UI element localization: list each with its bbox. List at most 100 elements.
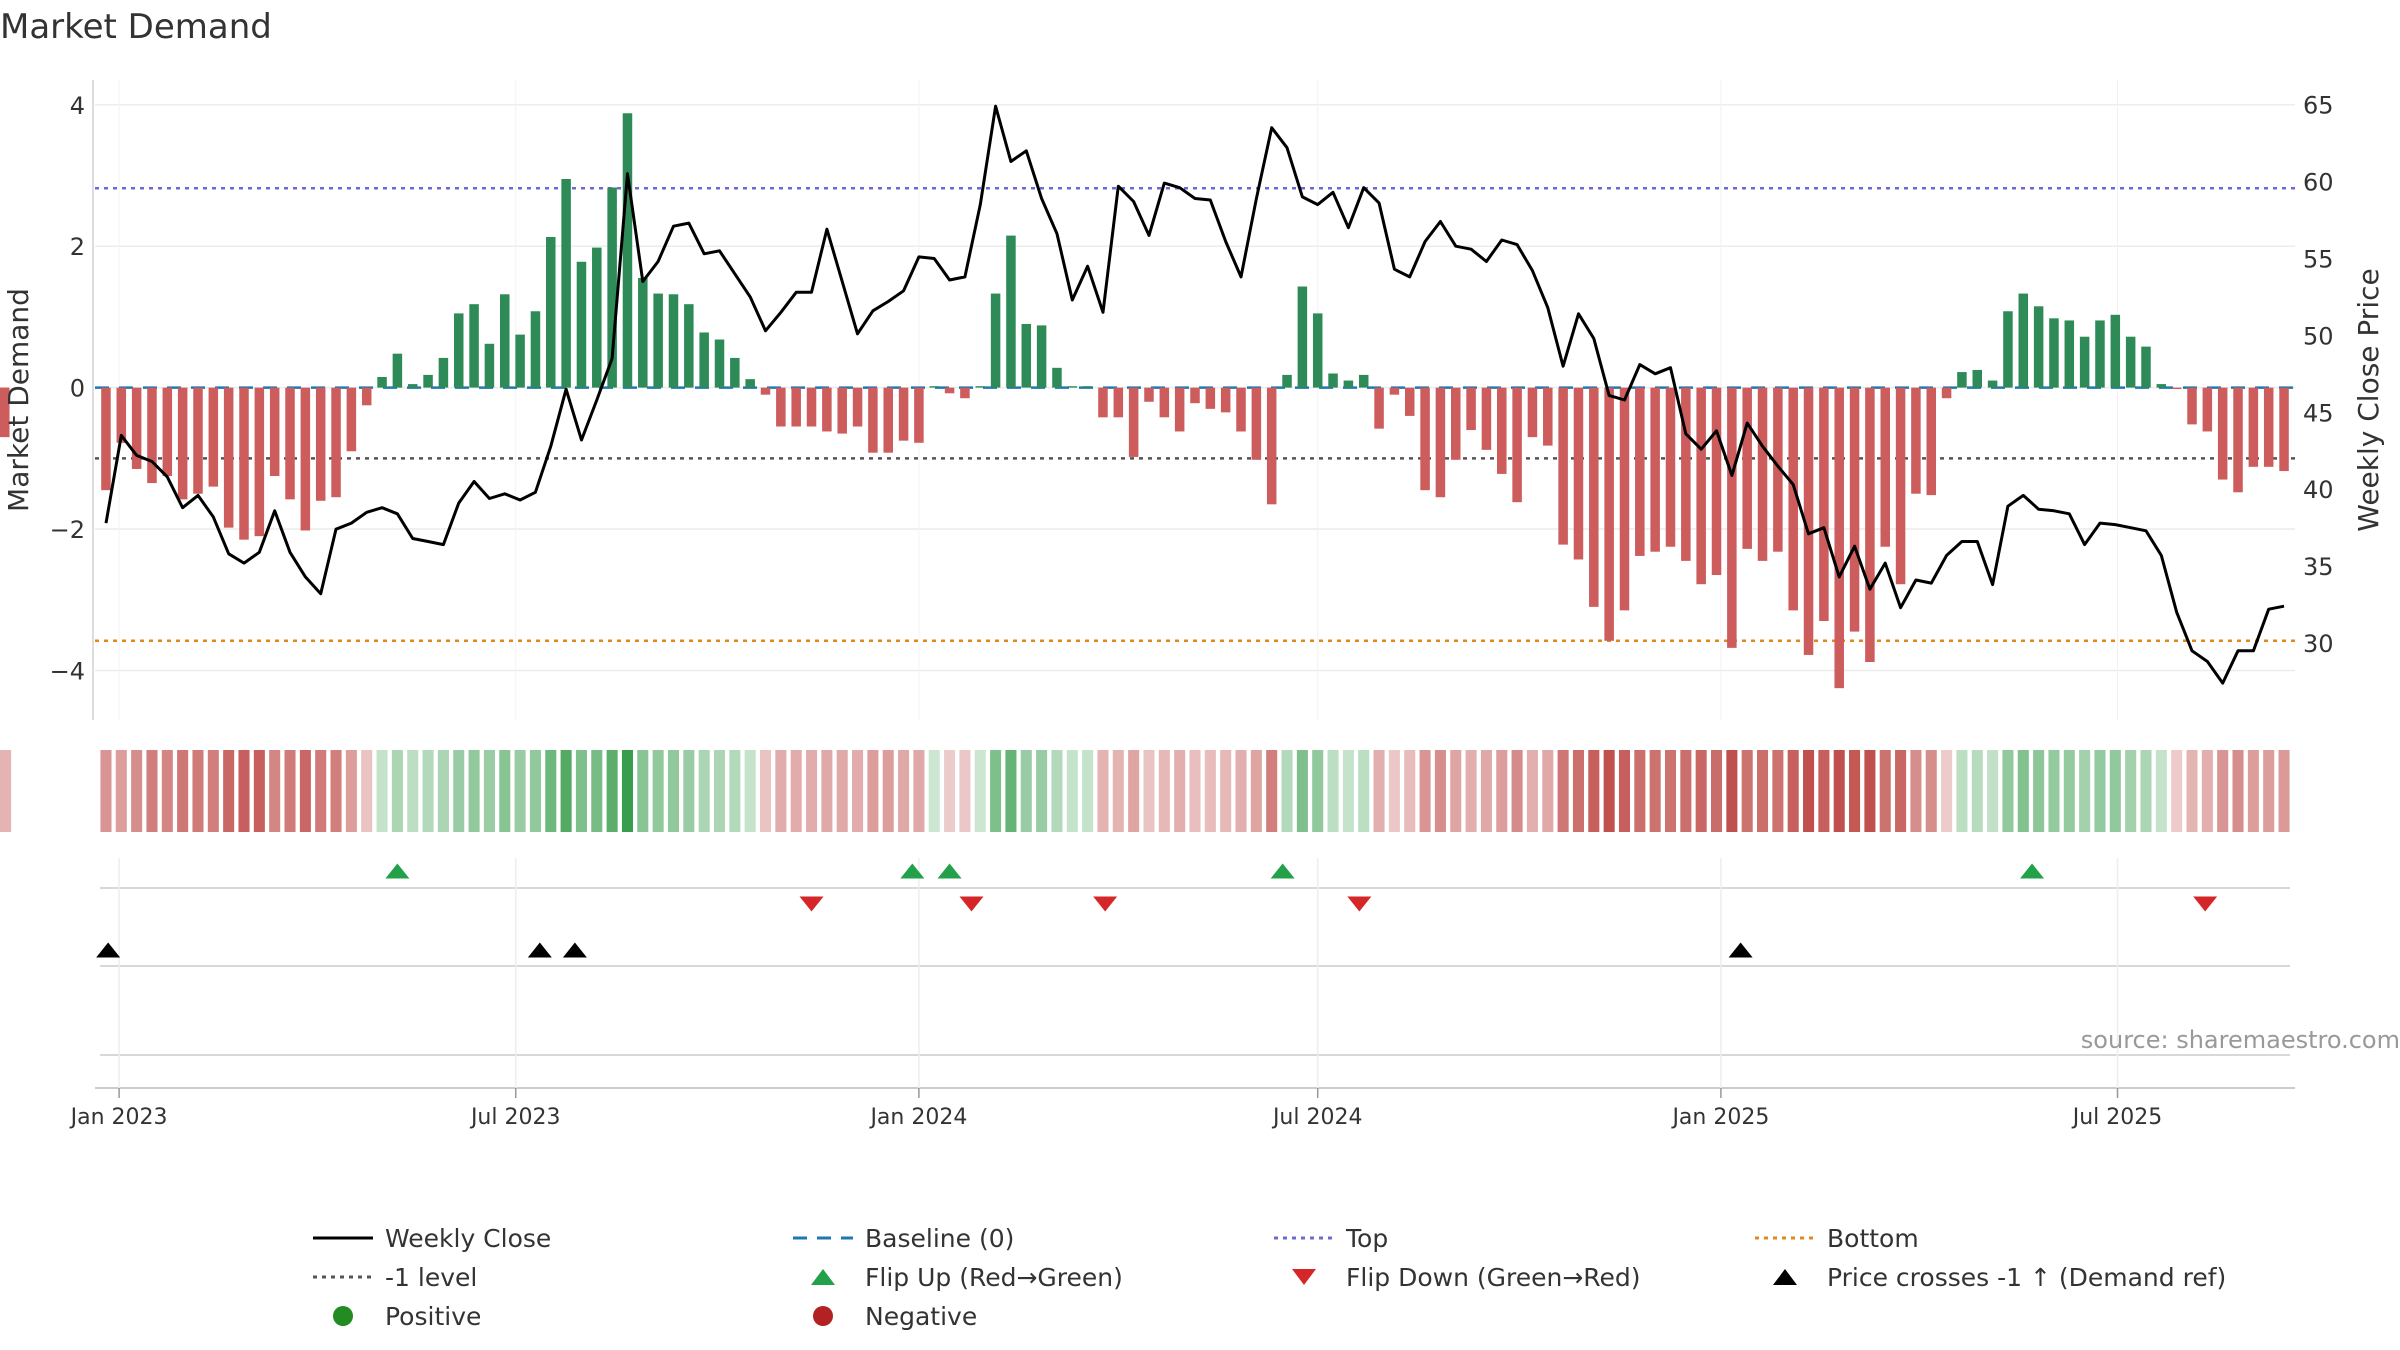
strip-cell xyxy=(1971,750,1983,832)
strip-cell xyxy=(698,750,710,832)
flip-down-marker xyxy=(1347,896,1372,912)
demand-bar xyxy=(1849,387,1860,632)
strip-cell xyxy=(1987,750,1999,832)
demand-bar xyxy=(1819,387,1829,621)
strip-cell xyxy=(1649,750,1661,832)
demand-bar xyxy=(2049,318,2059,388)
demand-bar xyxy=(1266,387,1277,505)
y2-axis-label: Weekly Close Price xyxy=(2352,268,2385,531)
demand-bar xyxy=(361,387,372,406)
demand-bar xyxy=(1236,387,1246,432)
demand-bar xyxy=(730,357,740,388)
y-tick-label: 0 xyxy=(70,375,85,403)
demand-bar xyxy=(1420,387,1430,491)
strip-cell xyxy=(2155,750,2167,832)
strip-cell xyxy=(1450,750,1462,832)
flip-up-marker xyxy=(2020,863,2045,879)
demand-bar xyxy=(1972,369,1983,388)
strip-cell xyxy=(1358,750,1370,832)
y2-tick-label: 40 xyxy=(2303,476,2334,504)
strip-cell xyxy=(422,750,434,832)
demand-bar xyxy=(239,387,249,540)
demand-bar xyxy=(1757,387,1768,561)
demand-bar xyxy=(453,313,464,388)
strip-cell xyxy=(606,750,618,832)
demand-bar xyxy=(1343,380,1354,388)
strip-cell xyxy=(852,750,864,832)
demand-bar xyxy=(208,387,219,487)
demand-bar xyxy=(1543,387,1553,446)
strip-cell xyxy=(1588,750,1600,832)
legend-label: Price crosses -1 ↑ (Demand ref) xyxy=(1827,1263,2226,1292)
demand-bar xyxy=(1895,387,1906,585)
legend-label: Flip Up (Red→Green) xyxy=(865,1263,1123,1292)
strip-cell xyxy=(468,750,480,832)
strip-cell xyxy=(1895,750,1907,832)
demand-bar xyxy=(315,387,326,501)
x-tick-label: Jan 2025 xyxy=(1670,1105,1769,1130)
demand-bar xyxy=(1205,387,1216,409)
demand-bar xyxy=(193,387,203,494)
demand-bar xyxy=(822,387,832,432)
demand-strip xyxy=(0,750,2290,832)
strip-cell xyxy=(1910,750,1922,832)
strip-cell xyxy=(1849,750,1861,832)
strip-cell xyxy=(1572,750,1584,832)
demand-bar xyxy=(745,379,755,388)
demand-bar xyxy=(2171,387,2182,390)
strip-cell xyxy=(775,750,787,832)
strip-cell xyxy=(913,750,925,832)
legend-swatch xyxy=(813,1306,833,1326)
demand-bar xyxy=(699,332,709,388)
legend-label: Baseline (0) xyxy=(865,1224,1014,1253)
demand-bar xyxy=(515,334,525,388)
demand-bar xyxy=(1619,387,1630,611)
demand-bar xyxy=(1742,387,1752,549)
demand-bar xyxy=(300,387,311,531)
x-tick-label: Jan 2023 xyxy=(69,1105,168,1130)
demand-bar xyxy=(2233,387,2243,493)
strip-cell xyxy=(928,750,940,832)
demand-bar xyxy=(668,294,679,388)
strip-cell xyxy=(2217,750,2229,832)
y2-tick-label: 30 xyxy=(2303,630,2334,658)
y2-tick-label: 65 xyxy=(2303,92,2334,120)
demand-bar xyxy=(1512,387,1522,503)
strip-cell xyxy=(376,750,388,832)
strip-cell xyxy=(1925,750,1937,832)
strip-cell xyxy=(1542,750,1554,832)
demand-bar xyxy=(944,387,955,394)
strip-cell xyxy=(944,750,956,832)
strip-cell xyxy=(1388,750,1400,832)
strip-cell xyxy=(1020,750,1032,832)
strip-cell xyxy=(1465,750,1477,832)
strip-cell xyxy=(1373,750,1385,832)
price-cross-marker xyxy=(96,942,121,958)
strip-cell xyxy=(1741,750,1753,832)
strip-cell xyxy=(345,750,357,832)
demand-bar xyxy=(1451,387,1461,460)
x-axis: Jan 2023 Jul 2023 Jan 2024 Jul 2024 Jan 2025… xyxy=(69,1088,2162,1130)
strip-cell xyxy=(1526,750,1538,832)
y2-tick-label: 35 xyxy=(2303,553,2334,581)
demand-bar xyxy=(1711,387,1722,576)
demand-bar xyxy=(1696,387,1706,585)
strip-cell xyxy=(1051,750,1063,832)
strip-cell xyxy=(361,750,373,832)
flip-down-marker xyxy=(2193,896,2218,912)
demand-bar xyxy=(1497,387,1507,474)
demand-bar xyxy=(883,387,893,453)
demand-bar xyxy=(1297,286,1308,388)
demand-bar xyxy=(1144,387,1154,402)
strip-cell xyxy=(2109,750,2121,832)
demand-bar xyxy=(960,387,970,399)
legend-swatch xyxy=(1773,1269,1797,1285)
strip-cell xyxy=(499,750,511,832)
strip-cell xyxy=(2094,750,2106,832)
flip-down-marker xyxy=(799,896,824,912)
demand-bar xyxy=(2033,306,2044,388)
demand-bar xyxy=(2064,320,2075,388)
strip-cell xyxy=(483,750,495,832)
demand-bar xyxy=(791,387,801,427)
strip-cell xyxy=(545,750,557,832)
